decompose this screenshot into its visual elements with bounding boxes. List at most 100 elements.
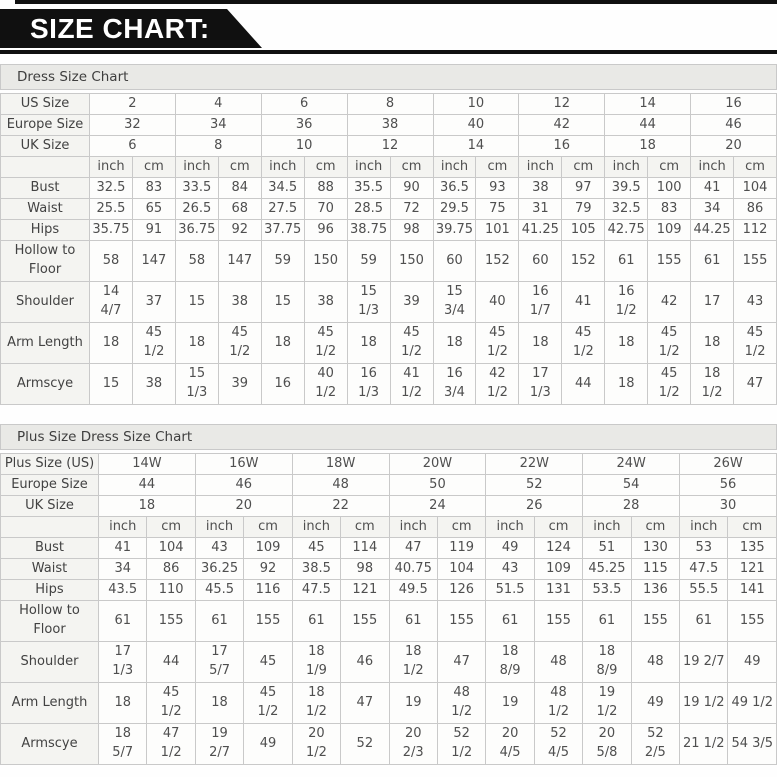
value-cell: 49 1/2 — [727, 682, 777, 724]
unit-cell: inch — [291, 516, 342, 538]
size-value-cell: 16W — [194, 453, 293, 475]
value-cell: 91 — [131, 219, 176, 241]
unit-cell: cm — [146, 516, 196, 538]
value-cell: 18 — [174, 322, 219, 364]
value-cell: 48 1/2 — [436, 682, 487, 724]
value-cell: 119 — [436, 537, 487, 559]
value-cell: 98 — [340, 558, 390, 580]
unit-cell: inch — [690, 156, 735, 178]
size-value-cell: 2 — [89, 93, 176, 115]
value-cell: 45 1/2 — [647, 322, 692, 364]
value-cell: 15 — [174, 281, 219, 323]
value-cell: 93 — [475, 177, 520, 199]
value-cell: 45 — [291, 537, 342, 559]
value-cell: 105 — [561, 219, 606, 241]
measure-row: Bust 32.5 83 33.5 84 34.5 88 35.5 90 36.5 93 38 97 39… — [0, 177, 777, 199]
size-row: UK Size 6 8 10 12 14 16 18 20 — [0, 135, 777, 157]
value-cell: 88 — [303, 177, 348, 199]
value-cell: 18 — [194, 682, 245, 724]
size-value-cell: 30 — [679, 495, 777, 517]
size-value-cell: 14W — [98, 453, 196, 475]
value-cell: 45 1/2 — [131, 322, 176, 364]
measure-row: Arm Length 18 45 1/2 18 45 1/2 18 45 1/2 18 45 1… — [0, 322, 777, 364]
unit-row: inch cm inch cm inch cm inch cm inch cm inch cm inch… — [0, 156, 777, 178]
value-cell: 41.25 — [518, 219, 563, 241]
value-cell: 97 — [561, 177, 606, 199]
row-label: UK Size — [0, 495, 99, 517]
value-cell: 45 1/2 — [303, 322, 348, 364]
value-cell: 38.75 — [346, 219, 391, 241]
measure-row: Waist 34 86 36.25 92 38.5 98 40.75 104 43 109 45.25… — [0, 558, 777, 580]
value-cell: 92 — [243, 558, 293, 580]
size-row: Europe Size 44 46 48 50 52 54 56 — [0, 474, 777, 496]
value-cell: 45 1/2 — [561, 322, 606, 364]
size-value-cell: 28 — [582, 495, 681, 517]
value-cell: 104 — [146, 537, 196, 559]
value-cell: 58 — [89, 240, 133, 282]
value-cell: 18 — [690, 322, 735, 364]
row-label: Hollow to Floor — [0, 600, 99, 642]
size-row: Europe Size 32 34 36 38 40 42 44 46 — [0, 114, 777, 136]
measure-row: Bust 41 104 43 109 45 114 47 119 49 124 51 130 53 135 — [0, 537, 777, 559]
size-value-cell: 32 — [89, 114, 176, 136]
value-cell: 16 1/7 — [518, 281, 563, 323]
measure-row: Hollow to Floor 61 155 61 155 61 155 61 155 61 155… — [0, 600, 777, 642]
value-cell: 38 — [303, 281, 348, 323]
value-cell: 26.5 — [174, 198, 219, 220]
value-cell: 18 — [260, 322, 305, 364]
value-cell: 43.5 — [97, 579, 148, 601]
value-cell: 65 — [131, 198, 176, 220]
size-value-cell: 20 — [194, 495, 293, 517]
size-value-cell: 46 — [194, 474, 293, 496]
size-value-cell: 44 — [604, 114, 692, 136]
value-cell: 27.5 — [260, 198, 305, 220]
value-cell: 58 — [174, 240, 219, 282]
value-cell: 155 — [533, 600, 584, 642]
value-cell: 116 — [243, 579, 293, 601]
measure-row: Shoulder 14 4/7 37 15 38 15 38 15 1/3 39 15 3/4 40… — [0, 281, 777, 323]
size-value-cell: 42 — [518, 114, 606, 136]
value-cell: 49 — [630, 682, 681, 724]
value-cell: 16 1/3 — [346, 363, 391, 405]
value-cell: 15 3/4 — [432, 281, 477, 323]
value-cell: 49 — [485, 537, 535, 559]
size-value-cell: 10 — [432, 93, 520, 115]
value-cell: 150 — [303, 240, 348, 282]
row-label: Armscye — [0, 363, 90, 405]
value-cell: 40 1/2 — [303, 363, 348, 405]
value-cell: 25.5 — [89, 198, 133, 220]
value-cell: 36.5 — [432, 177, 477, 199]
unit-cell: cm — [131, 156, 176, 178]
size-value-cell: 24 — [388, 495, 487, 517]
value-cell: 147 — [217, 240, 262, 282]
size-value-cell: 36 — [260, 114, 348, 136]
value-cell: 20 5/8 — [582, 723, 632, 765]
value-cell: 18 1/2 — [291, 682, 342, 724]
unit-cell: inch — [174, 156, 219, 178]
value-cell: 49.5 — [388, 579, 438, 601]
value-cell: 18 — [604, 322, 649, 364]
value-cell: 41 1/2 — [389, 363, 434, 405]
value-cell: 20 2/3 — [388, 723, 438, 765]
size-value-cell: 56 — [679, 474, 777, 496]
value-cell: 35.75 — [89, 219, 133, 241]
value-cell: 18 — [604, 363, 649, 405]
value-cell: 19 1/2 — [679, 682, 729, 724]
size-value-cell: 14 — [604, 93, 692, 115]
value-cell: 33.5 — [174, 177, 219, 199]
size-value-cell: 6 — [89, 135, 176, 157]
unit-cell: cm — [561, 156, 606, 178]
unit-cell: inch — [346, 156, 391, 178]
size-value-cell: 34 — [174, 114, 262, 136]
value-cell: 47 — [436, 641, 487, 683]
unit-cell: cm — [647, 156, 692, 178]
value-cell: 61 — [679, 600, 729, 642]
value-cell: 31 — [518, 198, 563, 220]
measure-row: Armscye 15 38 15 1/3 39 16 40 1/2 16 1/3 41 1/2 1… — [0, 363, 777, 405]
value-cell: 36.75 — [174, 219, 219, 241]
size-value-cell: 18 — [604, 135, 692, 157]
size-value-cell: 10 — [260, 135, 348, 157]
size-row: US Size 2 4 6 8 10 12 14 16 — [0, 93, 777, 115]
value-cell: 36.25 — [194, 558, 245, 580]
value-cell: 45 1/2 — [146, 682, 196, 724]
